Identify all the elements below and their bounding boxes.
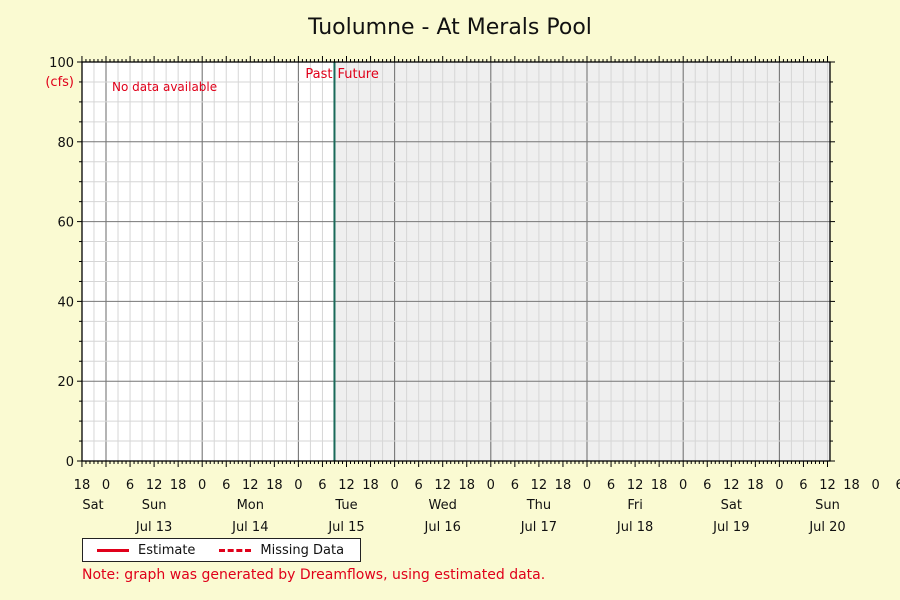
x-date-label: Jul 18 bbox=[616, 520, 653, 535]
x-hour-tick-label: 12 bbox=[627, 478, 644, 493]
x-day-label: Sun bbox=[142, 498, 167, 513]
y-tick-label: 40 bbox=[57, 295, 74, 310]
y-axis-unit-label: (cfs) bbox=[45, 75, 74, 90]
legend-item-missing-data: Missing Data bbox=[219, 543, 344, 558]
x-day-label: Wed bbox=[429, 498, 457, 513]
past-label: Past bbox=[305, 67, 332, 82]
x-hour-tick-label: 6 bbox=[607, 478, 615, 493]
y-tick-label: 80 bbox=[57, 136, 74, 151]
x-hour-tick-label: 18 bbox=[266, 478, 283, 493]
x-day-label: Thu bbox=[526, 498, 551, 513]
x-hour-tick-label: 12 bbox=[723, 478, 740, 493]
chart-legend: Estimate Missing Data bbox=[82, 538, 361, 562]
y-tick-label: 60 bbox=[57, 216, 74, 231]
x-date-label: Jul 16 bbox=[424, 520, 461, 535]
x-hour-tick-label: 18 bbox=[555, 478, 572, 493]
x-hour-tick-label: 0 bbox=[679, 478, 687, 493]
x-hour-tick-label: 0 bbox=[390, 478, 398, 493]
x-hour-tick-label: 12 bbox=[434, 478, 451, 493]
x-hour-tick-label: 18 bbox=[170, 478, 187, 493]
x-day-label: Mon bbox=[237, 498, 264, 513]
footer-note: Note: graph was generated by Dreamflows,… bbox=[82, 567, 546, 583]
x-day-label: Sun bbox=[815, 498, 840, 513]
legend-item-estimate: Estimate bbox=[97, 543, 195, 558]
x-hour-tick-label: 12 bbox=[242, 478, 259, 493]
x-hour-tick-label: 6 bbox=[415, 478, 423, 493]
x-hour-tick-label: 12 bbox=[146, 478, 163, 493]
x-day-label: Fri bbox=[627, 498, 643, 513]
x-hour-tick-label: 6 bbox=[222, 478, 230, 493]
x-date-label: Jul 15 bbox=[327, 520, 364, 535]
x-date-label: Jul 13 bbox=[135, 520, 172, 535]
x-hour-tick-label: 0 bbox=[487, 478, 495, 493]
x-hour-tick-label: 6 bbox=[799, 478, 807, 493]
x-hour-tick-label: 0 bbox=[102, 478, 110, 493]
x-hour-tick-label: 18 bbox=[651, 478, 668, 493]
x-hour-tick-label: 18 bbox=[458, 478, 475, 493]
x-date-label: Jul 20 bbox=[808, 520, 845, 535]
x-hour-tick-label: 12 bbox=[338, 478, 355, 493]
x-day-label: Tue bbox=[334, 498, 357, 513]
x-hour-tick-label: 18 bbox=[747, 478, 764, 493]
x-hour-tick-label: 0 bbox=[775, 478, 783, 493]
x-date-label: Jul 17 bbox=[520, 520, 557, 535]
x-hour-tick-label: 12 bbox=[531, 478, 548, 493]
legend-swatch-solid bbox=[97, 548, 129, 552]
x-date-label: Jul 14 bbox=[231, 520, 268, 535]
future-label: Future bbox=[337, 67, 378, 82]
x-hour-tick-label: 0 bbox=[583, 478, 591, 493]
x-date-label: Jul 19 bbox=[712, 520, 749, 535]
x-hour-tick-label: 18 bbox=[362, 478, 379, 493]
y-tick-label: 100 bbox=[49, 56, 74, 71]
x-hour-tick-label: 12 bbox=[819, 478, 836, 493]
x-hour-tick-label: 6 bbox=[126, 478, 134, 493]
x-day-label: Sat bbox=[82, 498, 103, 513]
legend-label: Estimate bbox=[138, 542, 196, 558]
x-hour-tick-label: 0 bbox=[871, 478, 879, 493]
y-tick-label: 20 bbox=[57, 375, 74, 390]
x-hour-tick-label: 6 bbox=[896, 478, 900, 493]
x-hour-tick-label: 0 bbox=[294, 478, 302, 493]
x-day-label: Sat bbox=[721, 498, 742, 513]
y-tick-label: 0 bbox=[66, 455, 74, 470]
x-hour-tick-label: 18 bbox=[74, 478, 91, 493]
x-hour-tick-label: 6 bbox=[318, 478, 326, 493]
x-hour-tick-label: 6 bbox=[511, 478, 519, 493]
no-data-annotation: No data available bbox=[112, 80, 217, 94]
chart-title: Tuolumne - At Merals Pool bbox=[307, 15, 592, 40]
x-hour-tick-label: 0 bbox=[198, 478, 206, 493]
x-hour-tick-label: 6 bbox=[703, 478, 711, 493]
legend-label: Missing Data bbox=[260, 542, 345, 558]
legend-swatch-dashed bbox=[219, 548, 252, 552]
x-hour-tick-label: 18 bbox=[843, 478, 860, 493]
